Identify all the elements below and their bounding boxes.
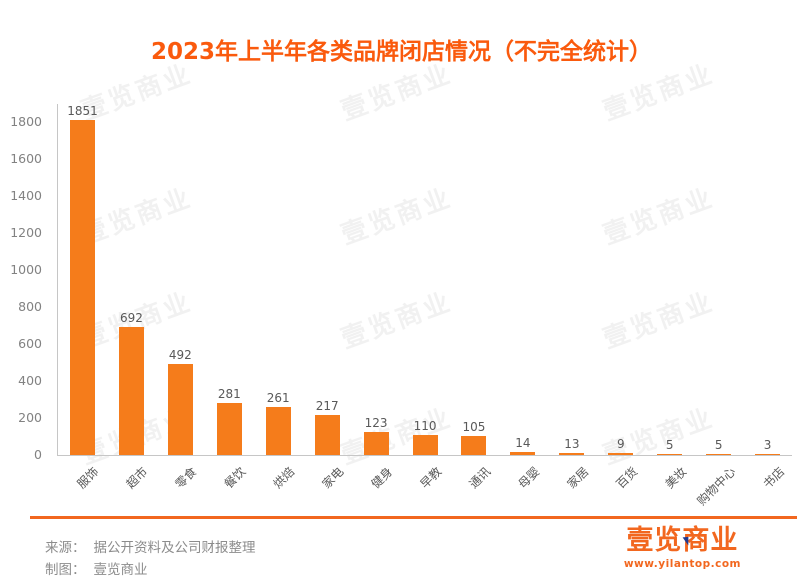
bar [461, 436, 487, 455]
chart-title: 2023年上半年各类品牌闭店情况（不完全统计） [150, 39, 652, 65]
y-tick-label: 400 [18, 373, 42, 389]
x-tick-label: 零食 [172, 464, 200, 492]
bar [559, 453, 585, 455]
source-label: 来源： [45, 540, 86, 556]
bar [608, 453, 634, 455]
x-tick-label: 家电 [319, 464, 347, 492]
y-tick-label: 1600 [10, 151, 42, 167]
y-tick-label: 0 [34, 447, 42, 462]
bar [510, 452, 536, 455]
bar-value-label: 14 [515, 436, 531, 450]
y-axis-labels: 0 200 400 600 800 1000 1200 1400 1600 1800 [0, 104, 50, 462]
bar-column: 1851 服饰 [58, 104, 107, 491]
logo-text: 壹览商业 [624, 527, 741, 555]
x-tick-label: 超市 [123, 464, 151, 492]
bar [314, 415, 340, 455]
bar-value-label: 5 [714, 438, 723, 452]
bar-value-label: 110 [413, 419, 437, 433]
x-tick-label: 通讯 [466, 464, 494, 492]
bar-value-label: 105 [462, 420, 486, 434]
bar-value-label: 5 [665, 438, 674, 452]
bar [363, 432, 389, 455]
x-tick-label: 服饰 [74, 464, 102, 492]
bar [706, 454, 732, 455]
credit-line: 制图： 壹览商业 [45, 558, 148, 578]
y-tick-label: 600 [18, 336, 42, 352]
source-value: 据公开资料及公司财报整理 [93, 540, 256, 556]
bar-value-label: 217 [315, 399, 339, 413]
bar-column: 492 零食 [156, 104, 205, 491]
bar-value-label: 3 [763, 438, 772, 452]
bar-column: 217 家电 [303, 104, 352, 491]
x-tick-label: 百货 [613, 464, 641, 492]
bar-value-label: 492 [168, 348, 192, 362]
y-tick-label: 1200 [10, 225, 42, 241]
y-tick-label: 800 [18, 299, 42, 315]
credit-label: 制图： [45, 562, 86, 578]
bar-column: 14 母婴 [498, 104, 547, 491]
y-tick-label: 200 [18, 410, 42, 426]
bar-value-label: 261 [266, 391, 290, 405]
bar-column: 3 书店 [743, 104, 792, 491]
bar-column: 110 早教 [401, 104, 450, 491]
bar-column: 692 超市 [107, 104, 156, 491]
bar-value-label: 13 [564, 437, 580, 451]
logo-wordmark: 壹览商业 [626, 525, 739, 556]
bar-column: 9 百货 [596, 104, 645, 491]
x-tick-label: 健身 [368, 464, 396, 492]
y-tick-label: 1800 [10, 114, 42, 130]
bar-value-label: 1851 [67, 104, 98, 118]
bar-column: 123 健身 [352, 104, 401, 491]
x-tick-label: 早教 [417, 464, 445, 492]
y-tick-label: 1400 [10, 188, 42, 204]
bar [69, 120, 95, 455]
bar [216, 403, 242, 455]
bar-column: 105 通讯 [450, 104, 499, 491]
bar-column: 13 家居 [547, 104, 596, 491]
bar-column: 5 购物中心 [694, 104, 743, 508]
bar-value-label: 281 [217, 387, 241, 401]
x-tick-label: 美妆 [662, 464, 690, 492]
plot-area: 1851 服饰 692 超市 492 零食 281 餐饮 261 烘焙 217 家电 123 健身 110 早… [57, 104, 792, 508]
bar [412, 435, 438, 455]
bar-value-label: 123 [364, 416, 388, 430]
y-tick-label: 1000 [10, 262, 42, 278]
bar [265, 407, 291, 455]
logo-url: www.yilantop.com [623, 558, 741, 570]
x-tick-label: 烘焙 [270, 464, 298, 492]
bar-value-label: 692 [119, 311, 143, 325]
bar-value-label: 9 [616, 437, 625, 451]
bar-column: 281 餐饮 [205, 104, 254, 491]
publisher-logo: 壹览商业 www.yilantop.com [623, 527, 741, 571]
source-line: 来源： 据公开资料及公司财报整理 [45, 536, 256, 556]
bar [118, 327, 144, 455]
x-tick-label: 母婴 [515, 464, 543, 492]
bar-column: 5 美妆 [645, 104, 694, 491]
bar-column: 261 烘焙 [254, 104, 303, 491]
x-tick-label: 家居 [564, 464, 592, 492]
x-tick-label: 书店 [760, 464, 787, 492]
x-tick-label: 餐饮 [221, 464, 249, 492]
bar [755, 454, 781, 455]
footer-divider-line [30, 516, 797, 519]
bar [657, 454, 683, 455]
bar [167, 364, 193, 455]
credit-value: 壹览商业 [93, 562, 148, 578]
x-tick-label: 购物中心 [694, 464, 738, 509]
